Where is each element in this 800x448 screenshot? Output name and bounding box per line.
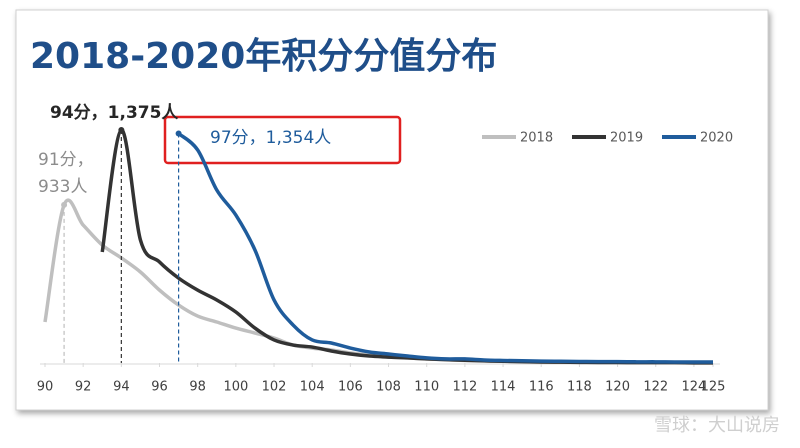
x-tick-label: 92 — [75, 380, 92, 395]
watermark: 雪球：大山说房 — [654, 415, 780, 436]
highlight-box — [163, 115, 402, 165]
annotation: 91分， — [38, 150, 94, 170]
peak-dot — [118, 127, 125, 133]
annotation: 94分，1,375人 — [50, 103, 179, 123]
x-tick-label: 98 — [189, 380, 206, 395]
x-tick-label: 114 — [491, 380, 516, 395]
annotation: 97分，1,354人 — [210, 128, 331, 148]
x-tick-label: 94 — [113, 380, 130, 395]
x-tick-label: 110 — [414, 380, 439, 395]
chart-frame — [15, 9, 769, 411]
x-tick-label: 112 — [452, 380, 477, 395]
legend-label: 2018 — [520, 131, 553, 146]
x-tick-label: 124 — [682, 380, 707, 395]
series-line — [177, 132, 713, 364]
x-tick-label: 116 — [529, 380, 554, 395]
x-tick-label: 108 — [376, 380, 401, 395]
x-tick-label: 106 — [338, 380, 363, 395]
x-tick-label: 120 — [605, 380, 630, 395]
x-tick-label: 118 — [567, 380, 592, 395]
x-tick-label: 102 — [262, 380, 287, 395]
x-tick-label: 90 — [37, 380, 54, 395]
x-tick-label: 96 — [151, 380, 168, 395]
chart-title: 2018-2020年积分分值分布 — [30, 36, 497, 77]
annotation: 933人 — [38, 177, 87, 197]
x-tick-label: 104 — [300, 380, 325, 395]
peak-dot — [175, 130, 182, 137]
x-tick-label: 100 — [223, 380, 248, 395]
legend-label: 2019 — [610, 131, 643, 146]
legend-label: 2020 — [700, 131, 733, 146]
x-tick-label: 122 — [643, 380, 668, 395]
peak-dot — [61, 201, 68, 208]
x-tick-label: 125 — [701, 380, 726, 395]
